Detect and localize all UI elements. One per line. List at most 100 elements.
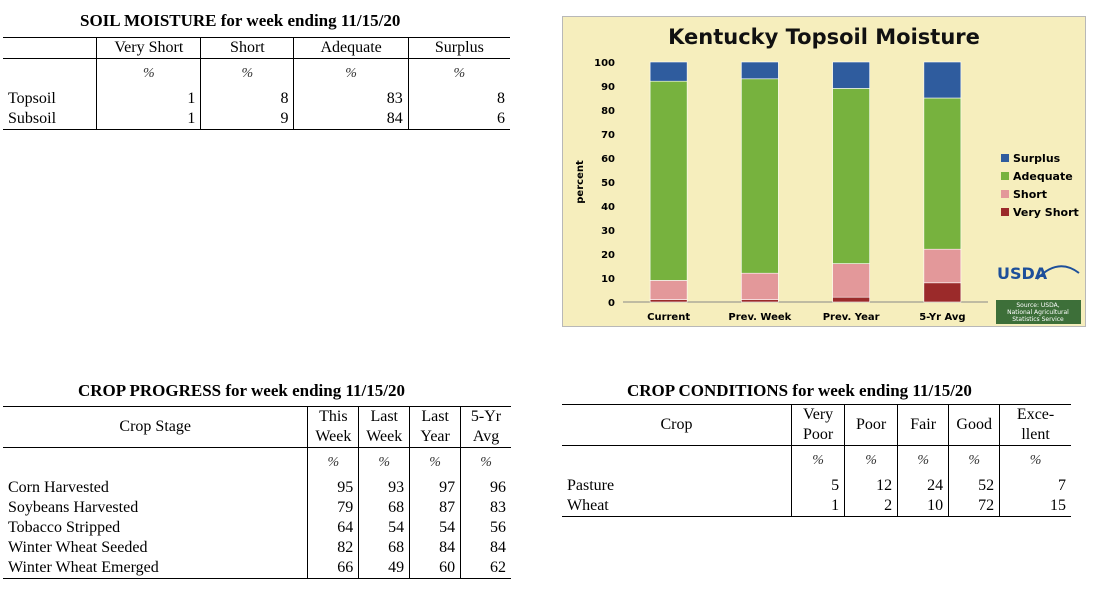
column-header: Exce-llent <box>999 404 1071 446</box>
crop-conditions-table: Crop Very Poor Poor Fair Good Exce-llent … <box>562 404 1071 517</box>
table-row: Corn Harvested 95 93 97 96 <box>3 478 511 498</box>
unit-cell: % <box>409 447 461 478</box>
table-cell: 12 <box>844 476 898 496</box>
column-header: Last Year <box>409 406 461 448</box>
table-cell: 15 <box>999 496 1071 517</box>
table-header-row: Crop Stage This Week Last Week Last Year 5-… <box>3 406 511 448</box>
y-tick-label: 90 <box>601 82 615 93</box>
column-header: Poor <box>844 404 898 446</box>
units-row: % % % % <box>3 58 510 89</box>
unit-cell: % <box>200 58 294 89</box>
chart-title: Kentucky Topsoil Moisture <box>668 25 980 49</box>
unit-cell: % <box>293 58 409 89</box>
legend-label: Short <box>1013 188 1047 201</box>
table-cell: 56 <box>460 518 511 538</box>
unit-cell: % <box>96 58 201 89</box>
bar-segment <box>741 272 779 300</box>
row-label: Winter Wheat Seeded <box>8 539 148 556</box>
table-cell: 1 <box>791 496 845 517</box>
soil-moisture-title: SOIL MOISTURE for week ending 11/15/20 <box>80 11 401 30</box>
table-cell: 83 <box>460 498 511 518</box>
y-tick-label: 60 <box>601 154 615 165</box>
source-text: Statistics Service <box>1012 316 1064 323</box>
table-cell: 96 <box>460 478 511 498</box>
usda-logo: USDA <box>997 264 1048 283</box>
row-label: Subsoil <box>8 110 57 127</box>
unit-cell: % <box>358 447 410 478</box>
table-cell: 95 <box>307 478 359 498</box>
y-tick-label: 0 <box>608 298 615 309</box>
table-cell: 68 <box>358 538 410 558</box>
legend-label: Very Short <box>1013 206 1079 219</box>
chart-canvas: Kentucky Topsoil Moisture 0 10 20 30 40 50 60 70… <box>575 25 1081 324</box>
bar-segment <box>832 263 870 298</box>
table-cell: 8 <box>200 89 294 109</box>
y-tick-label: 80 <box>601 106 615 117</box>
bar-segment <box>649 280 688 300</box>
column-header: Good <box>948 404 1000 446</box>
bar-segment <box>832 296 870 303</box>
crop-progress-table: Crop Stage This Week Last Week Last Year 5-… <box>3 406 511 579</box>
crop-header: Crop <box>660 416 693 433</box>
table-row: Soybeans Harvested 79 68 87 83 <box>3 498 511 518</box>
y-tick-label: 50 <box>601 178 615 189</box>
row-label: Winter Wheat Emerged <box>8 559 159 576</box>
bar-segment <box>741 299 779 303</box>
table-cell: 5 <box>791 476 845 496</box>
bar-segment <box>649 61 688 82</box>
table-row: Subsoil 1 9 84 6 <box>3 109 510 130</box>
units-row: % % % % % <box>562 445 1071 476</box>
table-cell: 9 <box>200 109 294 130</box>
usda-logo-swoosh <box>1036 265 1080 280</box>
table-header-row: Very Short Short Adequate Surplus <box>3 37 510 59</box>
table-row: Wheat 1 2 10 72 15 <box>562 496 1071 517</box>
table-cell: 54 <box>358 518 410 538</box>
row-label: Soybeans Harvested <box>8 499 139 516</box>
table-cell: 49 <box>358 558 410 579</box>
table-header-row: Crop Very Poor Poor Fair Good Exce-llent <box>562 404 1071 446</box>
bar-segment <box>923 248 962 284</box>
legend-swatch <box>1001 190 1009 198</box>
column-header: Very Poor <box>791 404 845 446</box>
bar-segment <box>832 61 870 89</box>
table-cell: 87 <box>409 498 461 518</box>
table-cell: 79 <box>307 498 359 518</box>
table-cell: 84 <box>460 538 511 558</box>
unit-cell: % <box>897 445 949 476</box>
bar-segment <box>832 88 870 264</box>
table-cell: 93 <box>358 478 410 498</box>
table-cell: 6 <box>407 109 510 130</box>
y-tick-label: 40 <box>601 202 615 213</box>
source-text: Source: USDA, <box>1016 302 1059 309</box>
table-cell: 1 <box>96 109 201 130</box>
units-row: % % % % <box>3 447 511 478</box>
y-tick-label: 30 <box>601 226 615 237</box>
row-label: Topsoil <box>8 90 56 107</box>
table-cell: 83 <box>293 89 409 109</box>
table-cell: 82 <box>307 538 359 558</box>
legend-label: Surplus <box>1013 152 1061 165</box>
source-text: National Agricultural <box>1007 309 1069 316</box>
bar-segment <box>741 78 779 274</box>
table-cell: 97 <box>409 478 461 498</box>
row-label: Pasture <box>567 477 615 494</box>
x-tick-label: Current <box>647 312 690 323</box>
table-row: Winter Wheat Seeded 82 68 84 84 <box>3 538 511 558</box>
legend-swatch <box>1001 154 1009 162</box>
table-cell: 24 <box>897 476 949 496</box>
crop-progress-title: CROP PROGRESS for week ending 11/15/20 <box>78 381 405 400</box>
crop-conditions-title: CROP CONDITIONS for week ending 11/15/20 <box>627 381 972 400</box>
legend-swatch <box>1001 172 1009 180</box>
bar-segment <box>649 299 688 303</box>
table-cell: 52 <box>948 476 1000 496</box>
table-cell: 7 <box>999 476 1071 496</box>
table-cell: 60 <box>409 558 461 579</box>
topsoil-moisture-chart: Kentucky Topsoil Moisture 0 10 20 30 40 50 60 70… <box>562 16 1086 327</box>
unit-cell: % <box>948 445 1000 476</box>
unit-cell: % <box>407 58 510 89</box>
table-row: Tobacco Stripped 64 54 54 56 <box>3 518 511 538</box>
table-cell: 68 <box>358 498 410 518</box>
bar-segment <box>923 282 962 303</box>
y-tick-label: 70 <box>601 130 615 141</box>
unit-cell: % <box>791 445 845 476</box>
